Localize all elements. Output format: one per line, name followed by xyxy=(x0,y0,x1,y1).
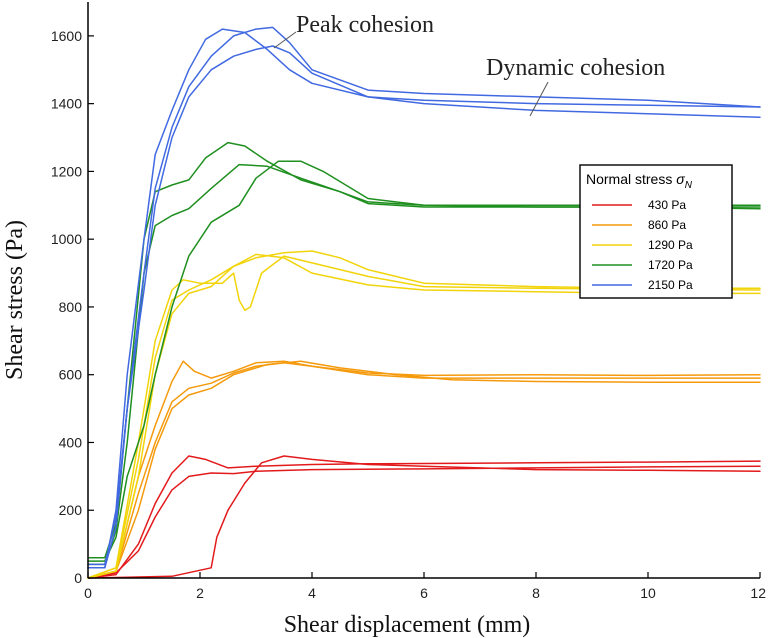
legend-label-4: 1720 Pa xyxy=(648,258,693,272)
y-tick-label-400: 400 xyxy=(59,434,83,450)
series-line-12 xyxy=(87,160,761,562)
series-line-15 xyxy=(87,45,761,566)
peak-cohesion-leader xyxy=(273,31,297,49)
series-line-9 xyxy=(87,253,761,579)
legend-label-5: 2150 Pa xyxy=(648,278,693,292)
legend-label-2: 860 Pa xyxy=(648,218,686,232)
y-tick-label-1000: 1000 xyxy=(51,231,82,247)
series-line-8 xyxy=(87,250,761,579)
series-line-2 xyxy=(87,465,761,579)
series-line-7 xyxy=(87,255,761,579)
series-line-3 xyxy=(87,455,761,579)
x-tick-label-12: 12 xyxy=(750,585,766,601)
x-tick-label-8: 8 xyxy=(532,585,540,601)
series-line-11 xyxy=(87,163,761,566)
legend-title-symbol: σ xyxy=(676,171,685,187)
series-line-4 xyxy=(87,360,761,579)
legend: Normal stress σN 430 Pa 860 Pa 1290 Pa 1720… xyxy=(579,164,733,299)
x-tick-label-2: 2 xyxy=(196,585,204,601)
peak-cohesion-annotation: Peak cohesion xyxy=(296,12,434,38)
y-tick-label-1400: 1400 xyxy=(51,96,82,112)
x-tick-label-4: 4 xyxy=(308,585,316,601)
axes-layer: 0 200 400 600 800 1000 1200 1400 1600 0 2 4 6 8 10 12 xyxy=(51,2,766,601)
legend-entries: 430 Pa 860 Pa 1290 Pa 1720 Pa 2150 Pa xyxy=(592,198,693,292)
legend-box xyxy=(579,164,733,299)
x-axis-title: Shear displacement (mm) xyxy=(284,612,531,638)
legend-label-1: 430 Pa xyxy=(648,198,686,212)
legend-title: Normal stress σN xyxy=(586,171,693,191)
series-layer xyxy=(87,26,761,579)
series-line-1 xyxy=(87,455,761,579)
x-tick-label-10: 10 xyxy=(640,585,656,601)
y-axis-title: Shear stress (Pa) xyxy=(2,220,28,380)
x-tick-label-6: 6 xyxy=(420,585,428,601)
legend-label-3: 1290 Pa xyxy=(648,238,693,252)
dynamic-cohesion-leader xyxy=(529,81,549,117)
legend-title-subscript: N xyxy=(685,180,693,191)
y-tick-label-200: 200 xyxy=(59,502,83,518)
legend-title-main: Normal stress xyxy=(586,171,676,187)
series-line-5 xyxy=(87,362,761,579)
x-tick-label-0: 0 xyxy=(84,585,92,601)
y-tick-label-0: 0 xyxy=(74,570,82,586)
y-tick-label-1200: 1200 xyxy=(51,163,82,179)
y-tick-label-600: 600 xyxy=(59,367,83,383)
dynamic-cohesion-annotation: Dynamic cohesion xyxy=(486,55,665,81)
series-line-6 xyxy=(87,360,761,579)
y-tick-label-1600: 1600 xyxy=(51,28,82,44)
series-line-13 xyxy=(87,28,761,569)
y-tick-label-800: 800 xyxy=(59,299,83,315)
